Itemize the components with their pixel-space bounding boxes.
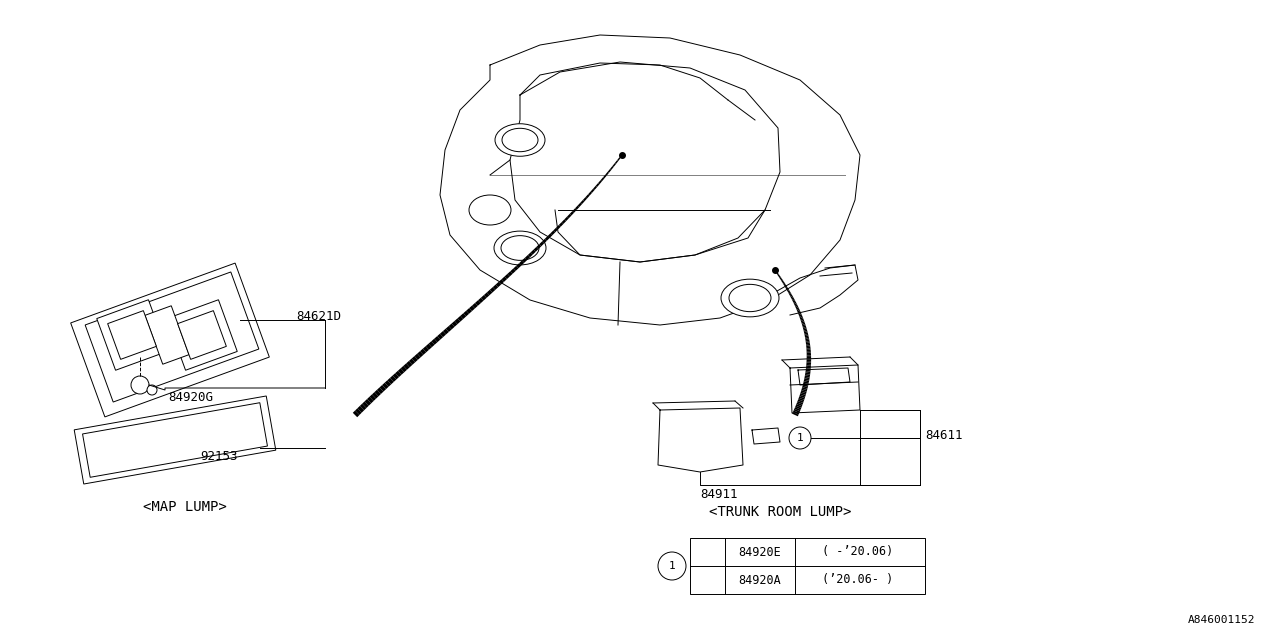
Polygon shape [70,263,269,417]
Polygon shape [74,396,275,484]
Text: 84911: 84911 [700,488,737,501]
Polygon shape [86,272,259,402]
Text: ( -’20.06): ( -’20.06) [822,545,893,559]
Ellipse shape [468,195,511,225]
Ellipse shape [500,236,539,260]
Polygon shape [509,62,780,262]
Circle shape [788,427,812,449]
Polygon shape [178,310,227,359]
Text: <TRUNK ROOM LUMP>: <TRUNK ROOM LUMP> [709,505,851,519]
Ellipse shape [502,128,538,152]
Text: 84920G: 84920G [168,391,212,404]
Ellipse shape [721,279,780,317]
Polygon shape [440,35,860,325]
Circle shape [658,552,686,580]
Ellipse shape [495,124,545,156]
Text: 1: 1 [668,561,676,571]
Polygon shape [753,428,780,444]
Text: (’20.06- ): (’20.06- ) [822,573,893,586]
Bar [690,538,925,594]
Polygon shape [790,365,860,413]
Polygon shape [97,300,168,371]
Text: 84621D: 84621D [296,310,340,323]
Polygon shape [166,300,237,371]
Text: 92153: 92153 [200,450,238,463]
Circle shape [147,385,157,395]
Text: 84920E: 84920E [739,545,781,559]
Polygon shape [658,408,742,472]
Ellipse shape [494,231,547,265]
Polygon shape [145,306,189,364]
Text: <MAP LUMP>: <MAP LUMP> [143,500,227,514]
Text: A846001152: A846001152 [1188,615,1254,625]
Circle shape [131,376,148,394]
Text: 84611: 84611 [925,429,963,442]
Ellipse shape [730,284,771,312]
Polygon shape [82,403,268,477]
Text: 1: 1 [796,433,804,443]
Text: 84920A: 84920A [739,573,781,586]
Polygon shape [108,310,156,359]
